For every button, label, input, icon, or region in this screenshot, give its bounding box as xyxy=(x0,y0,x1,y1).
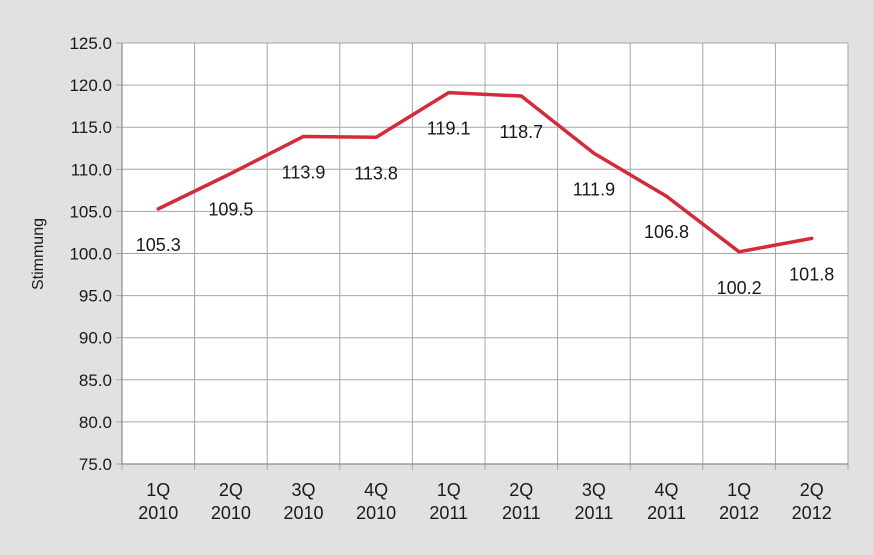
data-point xyxy=(665,194,668,198)
x-tick-label-year: 2010 xyxy=(138,503,178,523)
data-label: 105.3 xyxy=(136,235,181,255)
x-tick-label-quarter: 3Q xyxy=(582,480,606,500)
x-tick-label: 3Q 2011 xyxy=(575,480,614,523)
x-tick-label: 1Q 2010 xyxy=(138,480,178,523)
data-point xyxy=(374,135,378,139)
x-tick-label-quarter: 2Q xyxy=(509,480,533,500)
data-label: 100.2 xyxy=(717,278,762,298)
data-point xyxy=(519,94,523,98)
y-tick-label: 115.0 xyxy=(71,118,112,137)
x-tick-label-quarter: 2Q xyxy=(800,480,824,500)
data-label: 113.9 xyxy=(282,162,326,182)
y-tick-label: 120.0 xyxy=(69,76,112,95)
x-tick-label: 1Q 2011 xyxy=(429,480,468,523)
y-tick-label: 125.0 xyxy=(69,34,112,53)
y-tick-label: 100.0 xyxy=(69,245,112,264)
x-tick-label-quarter: 2Q xyxy=(219,480,243,500)
x-tick-label-year: 2011 xyxy=(575,503,614,523)
data-point xyxy=(447,91,451,95)
x-tick-label: 1Q 2012 xyxy=(719,480,759,523)
x-tick-label-quarter: 1Q xyxy=(727,480,751,500)
x-tick-label-quarter: 3Q xyxy=(291,480,315,500)
x-tick-label-year: 2010 xyxy=(211,503,251,523)
x-tick-label-year: 2010 xyxy=(356,503,396,523)
x-tick-label-quarter: 4Q xyxy=(364,480,388,500)
data-point xyxy=(229,172,233,176)
x-tick-label: 2Q 2012 xyxy=(792,480,832,523)
y-tick-label: 95.0 xyxy=(79,287,112,306)
y-tick-label: 110.0 xyxy=(71,160,112,179)
data-label: 111.9 xyxy=(573,179,615,199)
y-tick-label: 75.0 xyxy=(79,455,112,474)
x-tick-label-year: 2011 xyxy=(647,503,686,523)
x-tick-label-quarter: 4Q xyxy=(654,480,678,500)
x-tick-label-year: 2011 xyxy=(429,503,468,523)
x-tick-label-year: 2011 xyxy=(502,503,541,523)
x-tick-label: 3Q 2010 xyxy=(283,480,323,523)
data-label: 118.7 xyxy=(499,122,543,142)
y-tick-label: 105.0 xyxy=(69,202,112,221)
data-point xyxy=(810,236,814,240)
x-tick-label-year: 2012 xyxy=(719,503,759,523)
y-tick-label: 90.0 xyxy=(79,329,112,348)
data-label: 106.8 xyxy=(644,222,689,242)
x-tick-label: 2Q 2010 xyxy=(211,480,251,523)
data-point xyxy=(737,250,741,254)
x-tick-label-quarter: 1Q xyxy=(146,480,170,500)
y-tick-label: 85.0 xyxy=(79,371,112,390)
y-axis-title: Stimmung xyxy=(30,218,47,290)
x-tick-label-year: 2012 xyxy=(792,503,832,523)
x-tick-label: 4Q 2011 xyxy=(647,480,686,523)
data-label: 119.1 xyxy=(427,119,471,139)
data-point xyxy=(156,207,160,211)
x-tick-label: 2Q 2011 xyxy=(502,480,541,523)
x-tick-label-quarter: 1Q xyxy=(437,480,461,500)
data-label: 109.5 xyxy=(208,200,253,220)
x-tick-label: 4Q 2010 xyxy=(356,480,396,523)
data-point xyxy=(592,151,596,155)
series-line xyxy=(156,90,814,254)
data-point xyxy=(302,134,305,138)
data-label: 113.8 xyxy=(354,163,398,183)
y-tick-label: 80.0 xyxy=(79,413,112,432)
x-tick-label-year: 2010 xyxy=(283,503,323,523)
data-label: 101.8 xyxy=(789,264,834,284)
